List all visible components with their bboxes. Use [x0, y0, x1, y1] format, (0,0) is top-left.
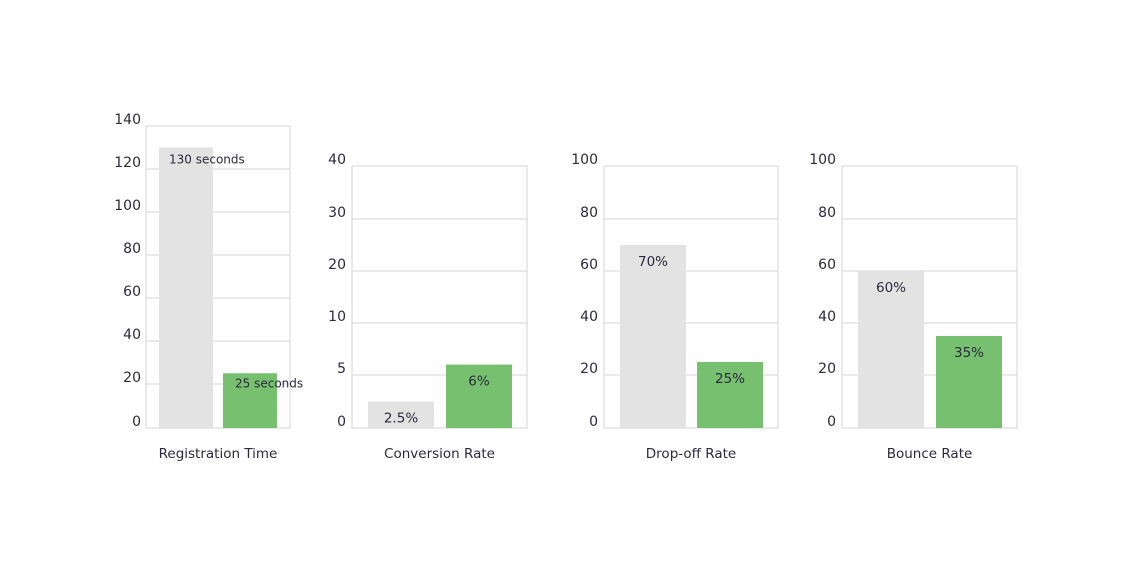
y-tick-label: 30 — [328, 205, 346, 221]
y-tick-label: 20 — [818, 361, 836, 377]
y-tick-label: 100 — [809, 152, 836, 168]
y-tick-label: 80 — [123, 241, 141, 257]
data-label: 35% — [954, 345, 984, 361]
y-tick-label: 10 — [328, 309, 346, 325]
y-tick-label: 40 — [818, 309, 836, 325]
bar — [858, 271, 924, 428]
y-tick-label: 60 — [123, 284, 141, 300]
y-tick-label: 60 — [580, 257, 598, 273]
data-label: 25% — [715, 371, 745, 387]
y-tick-label: 0 — [337, 414, 346, 430]
y-tick-label: 100 — [114, 198, 141, 214]
y-tick-label: 20 — [123, 370, 141, 386]
bar — [936, 336, 1002, 428]
chart-title: Bounce Rate — [887, 446, 973, 462]
y-tick-label: 60 — [818, 257, 836, 273]
y-tick-label: 20 — [328, 257, 346, 273]
y-tick-label: 40 — [328, 152, 346, 168]
y-tick-label: 100 — [571, 152, 598, 168]
plot-frame — [841, 165, 1018, 429]
plot-frame — [603, 165, 779, 429]
bar — [620, 245, 686, 428]
bar — [446, 364, 512, 428]
data-label: 70% — [638, 254, 668, 270]
data-label: 2.5% — [384, 411, 418, 427]
y-tick-label: 40 — [580, 309, 598, 325]
bar — [368, 401, 434, 428]
plot-frame — [145, 125, 291, 429]
y-tick-label: 5 — [337, 361, 346, 377]
chart-panel-4: 0 20 40 60 80 100 60% 35% Bounce Rate — [809, 152, 1018, 462]
y-tick-label: 0 — [132, 414, 141, 430]
y-tick-label: 120 — [114, 155, 141, 171]
chart-panel-2: 0 5 10 20 30 40 2.5% 6% Conversion Rate — [328, 152, 528, 462]
y-tick-label: 0 — [589, 414, 598, 430]
y-tick-label: 80 — [580, 205, 598, 221]
y-tick-label: 40 — [123, 327, 141, 343]
bar — [223, 373, 277, 428]
y-tick-label: 80 — [818, 205, 836, 221]
plot-frame — [351, 165, 528, 429]
chart-title: Conversion Rate — [384, 446, 495, 462]
data-label: 60% — [876, 280, 906, 296]
chart-title: Registration Time — [159, 446, 278, 462]
data-label: 130 seconds — [169, 153, 245, 167]
data-label: 6% — [468, 374, 490, 390]
data-label: 25 seconds — [235, 376, 303, 390]
chart-panel-1: 0 20 40 60 80 100 120 140 130 seconds 25 seconds R… — [114, 112, 303, 462]
chart-panel-3: 0 20 40 60 80 100 70% 25% Drop-off Rate — [571, 152, 779, 462]
y-tick-label: 20 — [580, 361, 598, 377]
y-tick-label: 0 — [827, 414, 836, 430]
chart-title: Drop-off Rate — [646, 446, 736, 462]
bar — [697, 362, 763, 428]
y-tick-label: 140 — [114, 112, 141, 128]
bar — [159, 147, 213, 428]
